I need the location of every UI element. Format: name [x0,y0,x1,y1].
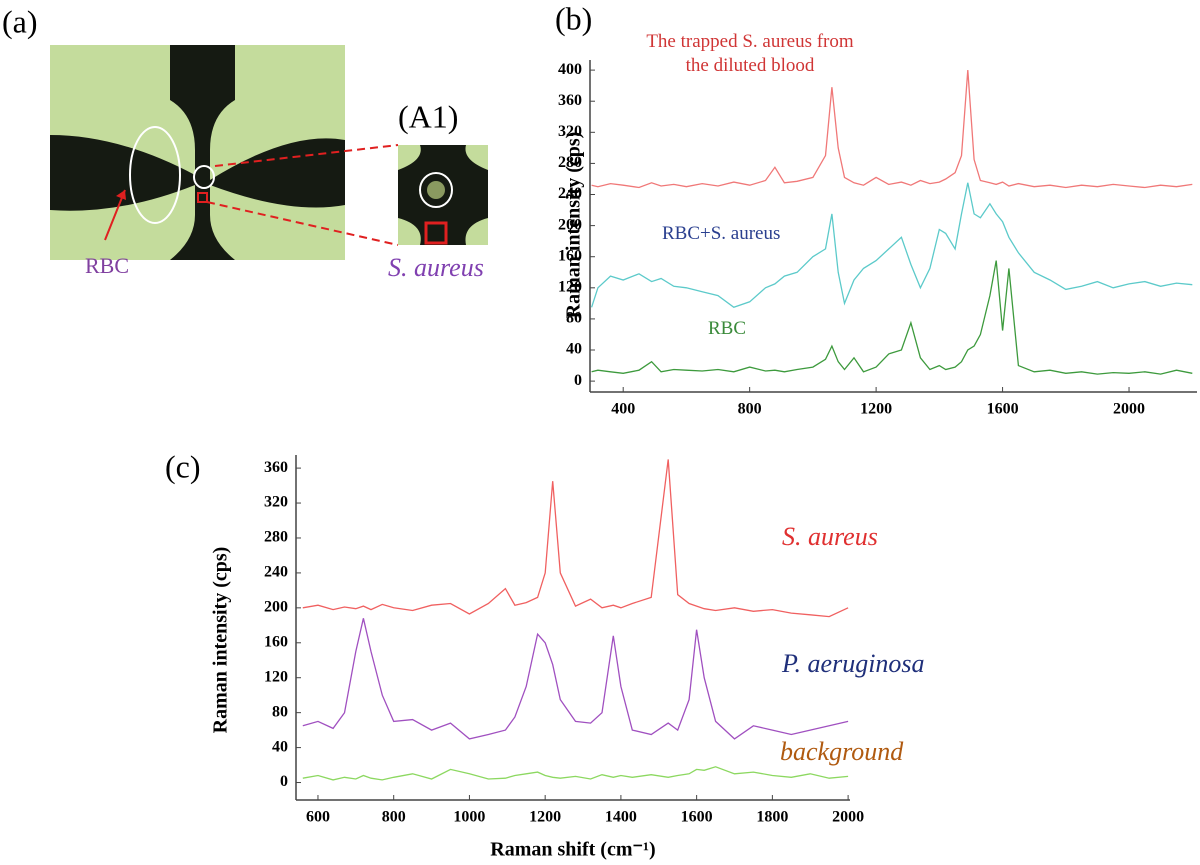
inset-square [424,221,448,245]
series-line [591,260,1193,375]
x-tick-label: 1200 [860,401,892,418]
trap-square [197,192,208,203]
y-tick-label: 160 [264,633,288,650]
x-tick-label: 800 [382,809,406,826]
bacteria-label: S. aureus [388,253,484,282]
x-tick-label: 1000 [453,809,485,826]
y-tick-label: 200 [558,216,582,233]
y-tick-label: 160 [558,247,582,264]
series-line [590,182,1193,309]
y-tick-label: 80 [272,703,288,720]
y-axis-label: Raman intensity (cps) [563,132,585,319]
series-label: P. aeruginosa [782,649,925,678]
series-line [302,618,849,740]
series-label: RBC [708,318,747,339]
zoom-line [206,201,399,246]
series-line [302,459,849,618]
inset-circle [419,172,453,208]
series-label: The trapped S. aureus from the diluted b… [646,31,854,76]
panel-label: (c) [165,448,201,484]
channel [50,45,345,260]
y-tick-label: 240 [558,185,582,202]
y-tick-label: 40 [272,738,288,755]
rbc-circle [129,126,181,224]
micrograph [50,45,488,260]
y-tick-label: 320 [558,123,582,140]
x-tick-label: 600 [306,809,330,826]
y-tick-label: 320 [264,494,288,511]
x-tick-label: 400 [611,401,635,418]
rbc-label: RBC [85,253,129,278]
y-tick-label: 280 [264,529,288,546]
x-tick-label: 1400 [605,809,637,826]
series-line [591,70,1193,189]
zoom-line [214,144,399,167]
y-tick-label: 240 [264,564,288,581]
series-line [302,766,849,781]
x-tick-label: 1200 [529,809,561,826]
y-tick-label: 280 [558,154,582,171]
rbc-arrow [104,189,126,241]
y-tick-label: 0 [574,372,582,389]
y-axis-label: Raman intensity (cps) [210,547,232,734]
series-label: S. aureus [782,522,878,551]
panel-label: (b) [555,0,592,36]
y-tick-label: 360 [264,459,288,476]
inset-label: (A1) [398,98,458,134]
y-tick-label: 0 [280,773,288,790]
series-label: RBC+S. aureus [662,223,781,244]
x-tick-label: 1600 [681,809,713,826]
panel-label: (a) [2,3,38,39]
y-tick-label: 120 [264,668,288,685]
cell-circle [193,165,215,189]
y-tick-label: 80 [566,310,582,327]
y-tick-label: 120 [558,278,582,295]
y-tick-label: 400 [558,61,582,78]
x-tick-label: 1800 [756,809,788,826]
x-axis-label: Raman shift (cm⁻¹) [490,839,655,861]
x-tick-label: 2000 [1113,401,1145,418]
bacterium [427,181,445,199]
y-tick-label: 360 [558,92,582,109]
y-tick-label: 40 [566,341,582,358]
series-label: background [780,737,904,766]
arrow-head [116,190,126,200]
x-tick-label: 800 [738,401,762,418]
y-tick-label: 200 [264,599,288,616]
x-tick-label: 1600 [987,401,1019,418]
x-tick-label: 2000 [832,809,864,826]
